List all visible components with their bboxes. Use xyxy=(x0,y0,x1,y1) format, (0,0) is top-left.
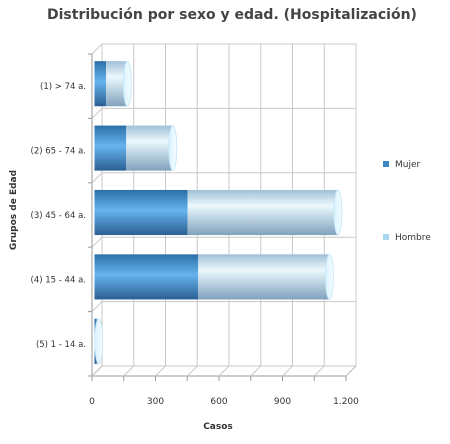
x-tick-label: 300 xyxy=(147,397,164,407)
bar-mujer xyxy=(94,189,188,236)
category-label: (2) 65 - 74 a. xyxy=(31,147,86,157)
bar-end-cap xyxy=(94,318,104,365)
bars xyxy=(94,60,343,365)
legend-swatch-mujer xyxy=(383,161,389,167)
x-tick-label: 900 xyxy=(274,397,291,407)
category-label: (3) 45 - 64 a. xyxy=(31,211,86,221)
x-tick-label: 0 xyxy=(89,397,95,407)
legend-label-hombre: Hombre xyxy=(395,233,431,243)
legend: Mujer Hombre xyxy=(383,160,431,243)
bar-end-cap xyxy=(122,60,132,107)
bar-end-cap xyxy=(333,189,343,236)
bar-mujer xyxy=(94,61,107,107)
bar-hombre xyxy=(126,125,173,171)
bar-hombre xyxy=(106,61,128,107)
bar-hombre xyxy=(187,189,338,236)
x-tick-label: 1.200 xyxy=(333,397,359,407)
category-label: (1) > 74 a. xyxy=(40,82,86,92)
y-axis-title: Grupos de Edad xyxy=(9,170,19,250)
bar-end-cap xyxy=(325,253,334,300)
bar-end-cap xyxy=(168,125,178,172)
x-tick-label: 600 xyxy=(210,397,227,407)
bar-hombre xyxy=(198,254,330,300)
legend-swatch-hombre xyxy=(383,234,389,240)
category-labels: (1) > 74 a. (2) 65 - 74 a. (3) 45 - 64 a. (… xyxy=(31,82,86,350)
x-tick-labels: 0 300 600 900 1.200 xyxy=(89,397,359,407)
bar-mujer xyxy=(94,125,127,171)
x-axis-title: Casos xyxy=(203,422,233,432)
legend-label-mujer: Mujer xyxy=(395,160,421,170)
chart-title: Distribución por sexo y edad. (Hospitali… xyxy=(47,7,417,23)
category-label: (5) 1 - 14 a. xyxy=(36,340,86,350)
category-label: (4) 15 - 44 a. xyxy=(31,275,86,285)
bar-mujer xyxy=(94,254,199,300)
